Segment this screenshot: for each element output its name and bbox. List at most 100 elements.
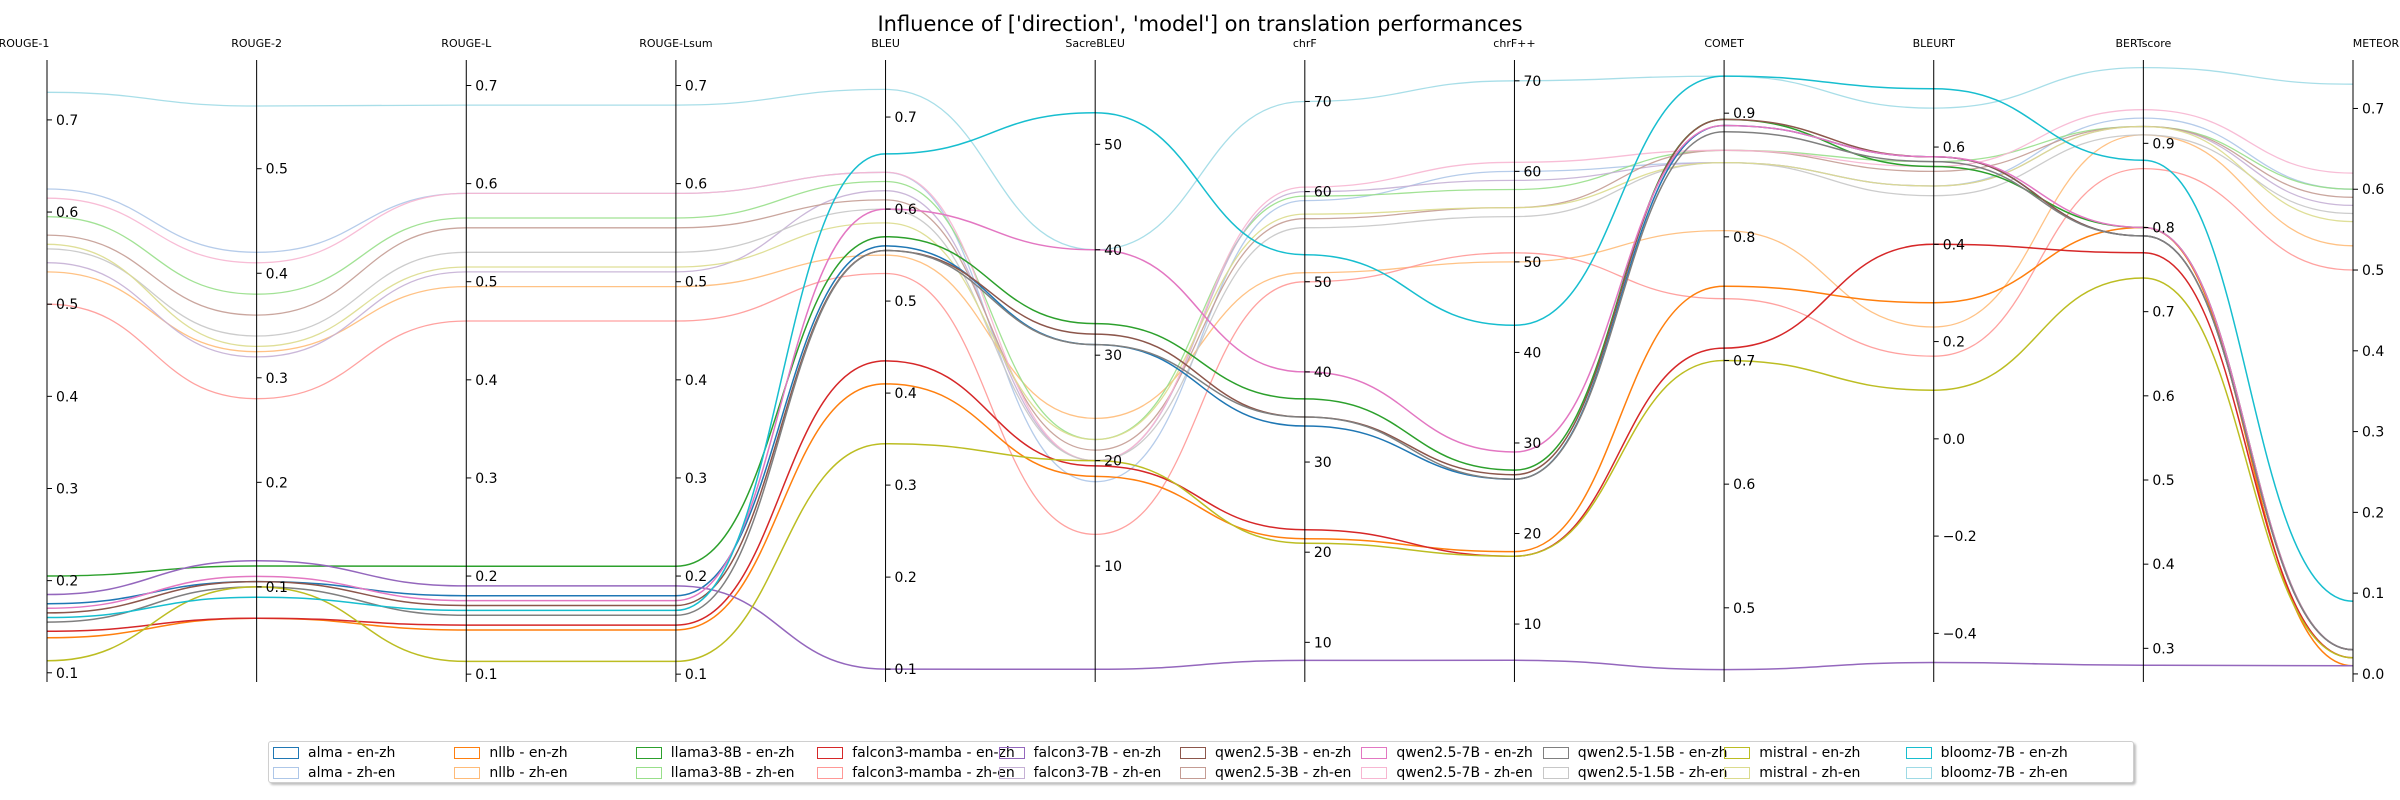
tick-label: 0.5	[475, 275, 497, 291]
axis-name-3: ROUGE-Lsum	[639, 37, 712, 50]
axis-name-2: ROUGE-L	[441, 37, 492, 50]
series-line-0	[46, 124, 2354, 651]
tick-label: −0.2	[1943, 529, 1977, 545]
legend-swatch	[273, 767, 299, 779]
tick-label: 0.7	[2152, 305, 2174, 321]
tick-label: 0.4	[2362, 344, 2384, 360]
legend-swatch	[1542, 747, 1569, 759]
tick-label: 0.3	[2362, 425, 2384, 441]
tick-label: 0.3	[2152, 641, 2174, 657]
legend-entry: falcon3-7B - zh-en	[998, 764, 1162, 782]
legend-swatch	[454, 747, 481, 759]
series-line-13	[46, 109, 2354, 462]
legend-swatch	[1361, 767, 1388, 779]
legend-entry: qwen2.5-1.5B - zh-en	[1542, 764, 1728, 782]
tick-label: 0.7	[475, 79, 497, 95]
tick-label: 0.3	[895, 478, 917, 494]
legend-entry: llama3-8B - zh-en	[635, 764, 795, 782]
legend: alma - en-zh alma - zh-en nllb - en-zh nllb…	[268, 741, 2134, 783]
tick-label: 40	[1314, 365, 1332, 381]
axis-name-7: chrF++	[1493, 37, 1535, 50]
tick-label: 0.6	[2362, 182, 2384, 198]
tick-label: 0.2	[1943, 335, 1965, 351]
legend-swatch	[273, 747, 299, 759]
tick-label: 0.4	[895, 386, 917, 402]
tick-label: 0.6	[475, 177, 497, 193]
tick-label: 0.5	[685, 275, 707, 291]
tick-label: 0.7	[2362, 101, 2384, 117]
legend-entry: qwen2.5-1.5B - en-zh	[1542, 744, 1728, 762]
series-line-5	[46, 125, 2354, 441]
legend-label: falcon3-mamba - zh-en	[852, 765, 1015, 781]
legend-entry: mistral - zh-en	[1724, 764, 1860, 782]
legend-entry: alma - zh-en	[273, 764, 395, 782]
tick-label: 0.6	[2152, 389, 2174, 405]
legend-label: bloomz-7B - en-zh	[1940, 745, 2068, 761]
legend-entry: falcon3-7B - en-zh	[998, 744, 1162, 762]
tick-label: 0.3	[685, 471, 707, 487]
chart-title: Influence of ['direction', 'model'] on t…	[877, 12, 1522, 36]
tick-label: 10	[1523, 617, 1541, 633]
tick-label: 0.1	[685, 667, 707, 683]
legend-swatch	[635, 767, 662, 779]
legend-label: llama3-8B - en-zh	[670, 745, 795, 761]
tick-label: 0.7	[895, 110, 917, 126]
tick-label: 0.5	[266, 162, 288, 178]
legend-swatch	[817, 767, 844, 779]
legend-label: falcon3-7B - en-zh	[1033, 745, 1162, 761]
tick-label: 30	[1523, 436, 1541, 452]
tick-label: 0.0	[2362, 667, 2384, 683]
legend-entry: qwen2.5-7B - en-zh	[1361, 744, 1533, 762]
series-line-16	[46, 277, 2354, 663]
legend-label: bloomz-7B - zh-en	[1940, 765, 2068, 781]
tick-label: 0.2	[56, 574, 78, 590]
tick-label: 0.2	[475, 569, 497, 585]
legend-swatch	[1724, 747, 1751, 759]
series-line-2	[46, 226, 2354, 667]
legend-label: qwen2.5-3B - en-zh	[1215, 745, 1352, 761]
tick-label: 50	[1523, 255, 1541, 271]
legend-label: qwen2.5-3B - zh-en	[1215, 765, 1352, 781]
axes: ROUGE-1 0.1 0.2 0.3 0.4 0.5 0.6 0.7 ROUGE-2 0.1 0.…	[0, 37, 2400, 683]
tick-label: 0.2	[895, 570, 917, 586]
series-line-19	[46, 66, 2354, 251]
tick-label: 0.1	[266, 580, 288, 596]
legend-label: qwen2.5-7B - en-zh	[1396, 745, 1533, 761]
series-lines	[46, 66, 2354, 671]
legend-label: falcon3-mamba - en-zh	[852, 745, 1015, 761]
tick-label: 10	[1314, 635, 1332, 651]
tick-label: 60	[1314, 185, 1332, 201]
tick-label: 0.8	[1733, 230, 1755, 246]
tick-label: 0.5	[2152, 473, 2174, 489]
legend-label: falcon3-7B - zh-en	[1033, 765, 1162, 781]
legend-entry: falcon3-mamba - en-zh	[817, 744, 1015, 762]
tick-label: 0.7	[56, 113, 78, 129]
legend-swatch	[1180, 767, 1206, 779]
tick-label: 0.2	[685, 569, 707, 585]
legend-label: mistral - en-zh	[1759, 745, 1861, 761]
tick-label: 0.3	[56, 481, 78, 497]
tick-label: 0.0	[1943, 432, 1965, 448]
tick-label: 0.6	[1733, 477, 1755, 493]
axis-name-10: BERTscore	[2115, 37, 2171, 50]
legend-entry: qwen2.5-3B - zh-en	[1180, 764, 1351, 782]
series-line-4	[46, 118, 2354, 651]
tick-label: 0.4	[475, 373, 497, 389]
tick-label: 0.6	[1943, 140, 1965, 156]
legend-entry: qwen2.5-3B - en-zh	[1180, 744, 1351, 762]
tick-label: 0.4	[2152, 557, 2174, 573]
legend-entry: nllb - zh-en	[454, 764, 568, 782]
legend-entry: nllb - en-zh	[454, 744, 568, 762]
legend-entry: bloomz-7B - zh-en	[1905, 764, 2068, 782]
legend-swatch	[454, 767, 481, 779]
legend-entry: alma - en-zh	[273, 744, 395, 762]
tick-label: 0.3	[266, 371, 288, 387]
tick-label: 50	[1104, 137, 1122, 153]
legend-label: nllb - zh-en	[489, 765, 568, 781]
tick-label: 0.5	[2362, 263, 2384, 279]
series-line-8	[46, 559, 2354, 671]
axis-name-8: COMET	[1704, 37, 1744, 50]
tick-label: 0.4	[56, 389, 78, 405]
legend-swatch	[1724, 767, 1751, 779]
tick-label: −0.4	[1943, 626, 1977, 642]
